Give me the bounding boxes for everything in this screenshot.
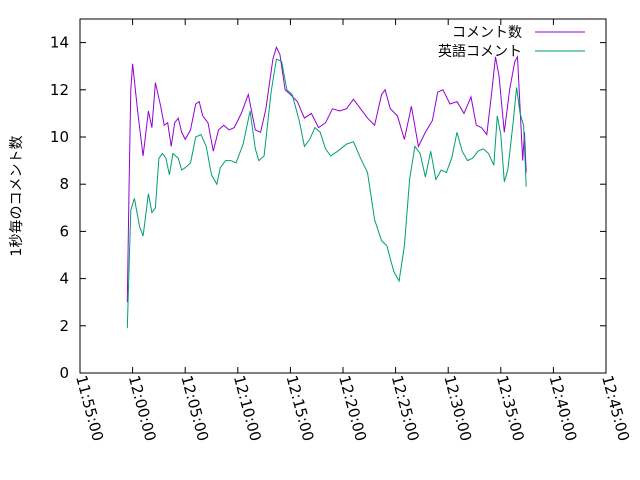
series-line-1 xyxy=(126,58,527,329)
y-axis: 0 2 4 6 8 10 12 14 xyxy=(50,34,606,382)
x-tick-label: 12:10:00 xyxy=(230,373,265,443)
x-tick-label: 11:55:00 xyxy=(72,373,107,443)
y-tick-label: 14 xyxy=(50,34,69,52)
y-tick-label: 2 xyxy=(59,317,69,335)
x-tick-label: 12:00:00 xyxy=(125,373,160,443)
legend: コメント数 英語コメント xyxy=(438,25,585,60)
plot-frame xyxy=(79,18,607,374)
y-axis-title: 1秒毎のコメント数 xyxy=(9,136,25,257)
x-tick-label: 12:05:00 xyxy=(177,373,212,443)
legend-label-comments: コメント数 xyxy=(452,25,522,41)
y-tick-label: 12 xyxy=(50,81,69,99)
y-tick-label: 10 xyxy=(50,128,69,146)
y-tick-label: 0 xyxy=(59,364,69,382)
x-tick-label: 12:30:00 xyxy=(440,373,475,443)
series-layer xyxy=(126,45,527,329)
x-tick-label: 12:25:00 xyxy=(388,373,423,443)
x-tick-label: 12:45:00 xyxy=(598,373,633,443)
y-tick-label: 6 xyxy=(59,222,69,240)
x-axis: 11:55:00 12:00:00 12:05:00 12:10:00 12:15:00… xyxy=(72,19,633,443)
x-tick-label: 12:40:00 xyxy=(546,373,581,443)
series-line-0 xyxy=(126,45,527,303)
legend-label-english: 英語コメント xyxy=(438,43,522,60)
y-tick-label: 8 xyxy=(59,175,69,193)
x-tick-label: 12:20:00 xyxy=(335,373,370,443)
x-tick-label: 12:15:00 xyxy=(283,373,318,443)
y-tick-label: 4 xyxy=(59,270,69,288)
x-tick-label: 12:35:00 xyxy=(493,373,528,443)
